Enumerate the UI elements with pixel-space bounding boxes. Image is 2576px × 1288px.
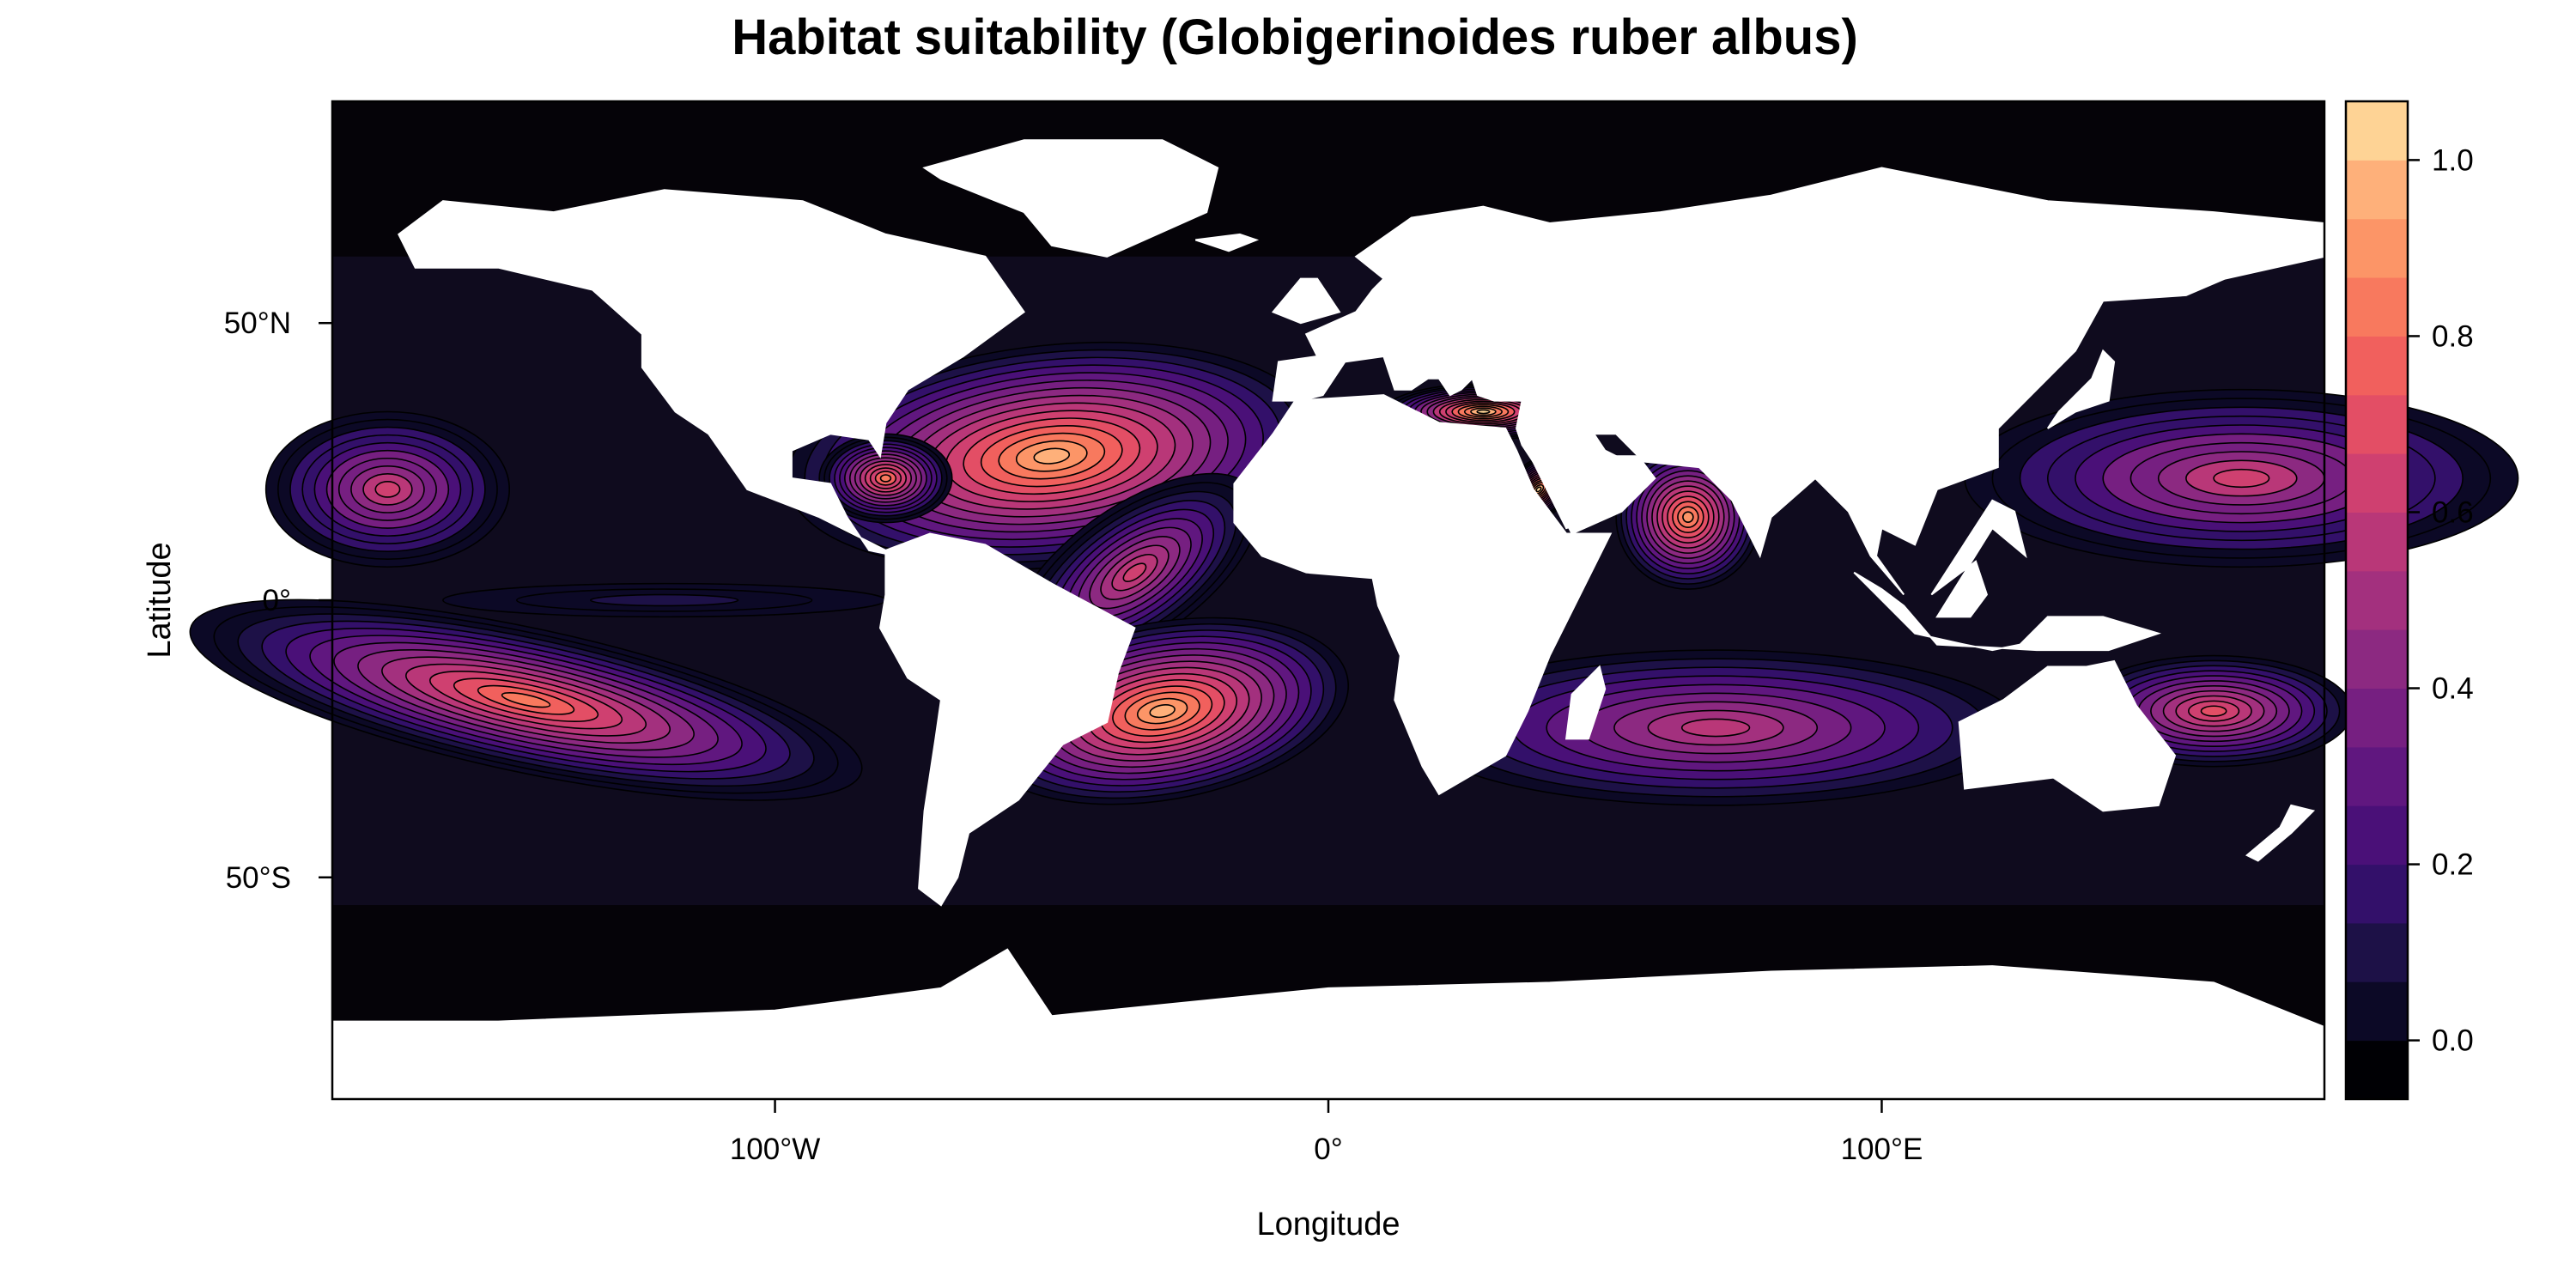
south-america-landmass [878,532,1136,907]
colorbar-swatch [2346,512,2408,572]
colorbar-swatch [2346,218,2408,278]
colorbar-tick-label: 0.6 [2432,495,2474,529]
greenland-landmass [922,139,1219,258]
contour-band [1682,511,1694,523]
x-tick-label: 100°W [730,1133,820,1166]
suitability-region [1410,649,2021,806]
colorbar-frame [2344,100,2409,1101]
colorbar: 0.0 0.2 0.4 0.6 0.8 1.0 [2344,100,2474,1101]
suitability-region [442,582,887,618]
contour-band [1149,704,1176,719]
japan-landmass [2046,349,2116,429]
iceland-landmass [1194,233,1260,252]
new-zealand-landmass [2245,804,2316,862]
contour-band [1033,447,1071,465]
colorbar-tick-label: 1.0 [2432,143,2474,177]
colorbar-tick-label: 0.4 [2432,672,2474,706]
colorbar-swatch [2346,277,2408,337]
contour-band [879,474,892,483]
x-axis: 100°W 0° 100°E [730,1099,1923,1166]
map-panel [189,100,2519,1101]
colorbar-swatch [2346,570,2408,630]
arabia-landmass [1521,416,1656,530]
suitability-region [264,410,511,568]
colorbar-swatch [2346,160,2408,220]
colorbar-swatch [2346,336,2408,396]
colorbar-swatch [2346,394,2408,454]
suitability-region [1615,444,1761,590]
contour-band [2200,705,2227,717]
contour-band [589,593,739,607]
borneo-philippines-landmass [1930,499,2027,618]
suitability-region [818,433,953,524]
colorbar-swatch [2346,805,2408,866]
suitability-region [1964,388,2519,568]
madagascar-landmass [1564,665,1607,740]
colorbar-tick-label: 0.2 [2432,848,2474,882]
colorbar-swatch [2346,1040,2408,1100]
colorbar-swatch [2346,629,2408,690]
contour-band [1680,718,1751,738]
x-tick-label: 0° [1314,1133,1342,1166]
colorbar-swatch [2346,981,2408,1042]
colorbar-swatch [2346,453,2408,513]
antarctica-landmass [331,948,2325,1100]
suitability-region [189,598,863,801]
colorbar-swatch [2346,101,2408,161]
contour-band [501,692,551,708]
contour-band [1122,562,1147,582]
y-tick-label: 50°N [224,307,291,340]
eurasia-landmass [1272,167,2325,596]
contour-band [374,481,401,498]
y-tick-label: 50°S [226,861,291,895]
colorbar-swatch [2346,922,2408,982]
contour-band [1476,409,1491,415]
land-mask [331,139,2325,1100]
indonesia-landmass [1853,571,2162,652]
colorbar-tick-label: 0.0 [2432,1024,2474,1058]
contour-band [2213,468,2270,489]
australia-landmass [1958,659,2177,812]
x-tick-label: 100°E [1841,1133,1923,1166]
colorbar-tick-label: 0.8 [2432,319,2474,353]
colorbar-swatch [2346,688,2408,748]
y-axis: 50°N 0° 50°S [224,307,332,895]
colorbar-swatch [2346,746,2408,806]
y-axis-label: Latitude [142,542,178,658]
y-tick-label: 0° [263,584,291,617]
chart-title: Habitat suitability (Globigerinoides rub… [732,9,1858,65]
north-america-landmass [398,189,1025,557]
contour-band [1535,486,1542,493]
x-axis-label: Longitude [1257,1206,1400,1242]
british-isles-landmass [1271,277,1341,325]
colorbar-swatch [2346,864,2408,924]
africa-landmass [1233,394,1613,796]
